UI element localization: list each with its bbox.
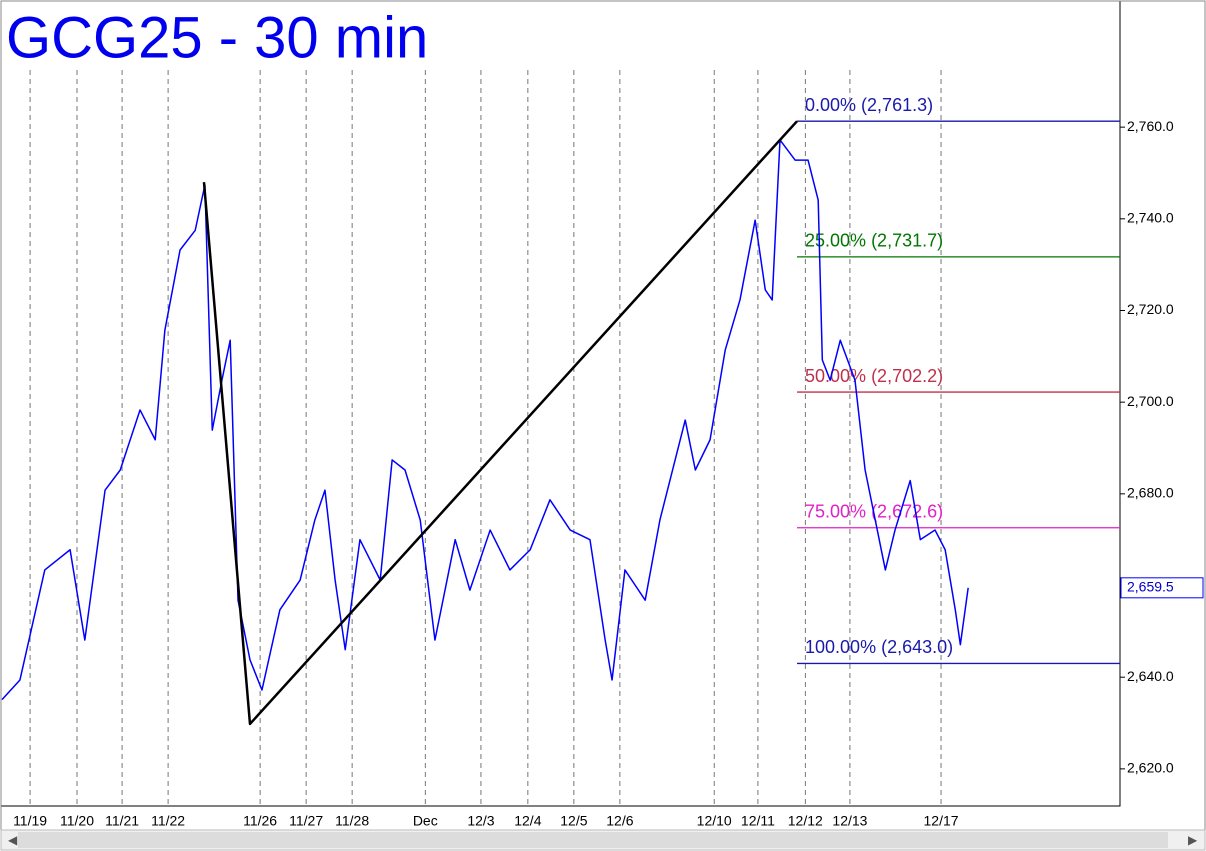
x-tick-label: 12/17 (924, 813, 959, 829)
x-tick-label: 11/19 (13, 813, 47, 829)
x-tick-label: 12/3 (467, 813, 494, 829)
y-tick-label: 2,640.0 (1127, 668, 1174, 684)
x-tick-label: 12/13 (832, 813, 867, 829)
chart-title: GCG25 - 30 min (6, 5, 428, 70)
swing-line (202, 120, 798, 726)
fib-label: 50.00% (2,702.2) (805, 366, 943, 386)
last-price-box (1120, 577, 1204, 599)
price-line (1, 139, 969, 701)
x-tick-label: 11/22 (151, 813, 185, 829)
x-tick-label: 12/11 (741, 813, 775, 829)
last-price-label: 2,659.5 (1127, 579, 1174, 595)
scroll-left[interactable]: ◀ (8, 833, 18, 847)
y-tick-label: 2,680.0 (1127, 485, 1174, 501)
x-tick-label: Dec (413, 813, 438, 829)
y-tick-label: 2,620.0 (1127, 760, 1174, 776)
x-tick-label: 11/21 (105, 813, 139, 829)
x-tick-label: 12/6 (606, 813, 633, 829)
x-tick-label: 12/10 (697, 813, 732, 829)
y-tick-label: 2,720.0 (1127, 301, 1174, 317)
fib-label: 25.00% (2,731.7) (805, 231, 943, 251)
y-tick-label: 2,700.0 (1127, 393, 1174, 409)
x-tick-label: 11/26 (243, 813, 277, 829)
y-tick-label: 2,760.0 (1127, 118, 1174, 134)
fib-label: 100.00% (2,643.0) (805, 637, 953, 657)
x-tick-label: 12/4 (514, 813, 541, 829)
x-tick-label: 11/27 (289, 813, 323, 829)
x-tick-label: 11/28 (335, 813, 369, 829)
scroll-right[interactable]: ▶ (1188, 833, 1198, 847)
scrollbar-thumb[interactable] (18, 832, 1168, 848)
x-tick-label: 11/20 (60, 813, 94, 829)
fib-label: 0.00% (2,761.3) (805, 95, 933, 115)
y-tick-label: 2,740.0 (1127, 210, 1174, 226)
x-tick-label: 12/5 (560, 813, 587, 829)
x-tick-label: 12/12 (788, 813, 823, 829)
